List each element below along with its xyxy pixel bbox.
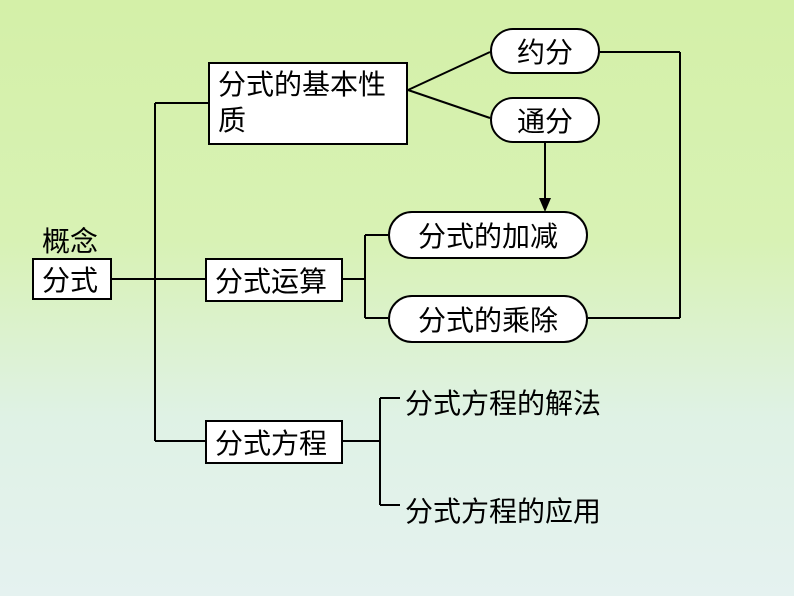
branch-basic-property: 分式的基本性质 <box>208 62 408 145</box>
branch-basic-property-text: 分式的基本性质 <box>218 68 398 141</box>
branch-equation-text: 分式方程 <box>215 422 327 462</box>
root-box-fraction: 分式 <box>32 258 112 300</box>
pill-muldiv: 分式的乘除 <box>388 295 588 343</box>
pill-tongfen: 通分 <box>490 97 600 143</box>
pill-yuefen-text: 约分 <box>517 31 573 71</box>
pill-muldiv-text: 分式的乘除 <box>418 299 558 339</box>
pill-addsub: 分式的加减 <box>388 211 588 259</box>
branch-equation: 分式方程 <box>205 420 343 464</box>
root-concept-label: 概念 <box>42 220 98 260</box>
label-eq-application: 分式方程的应用 <box>405 490 601 530</box>
branch-operation-text: 分式运算 <box>215 260 327 300</box>
pill-addsub-text: 分式的加减 <box>418 215 558 255</box>
branch-operation: 分式运算 <box>205 258 343 302</box>
root-box-text: 分式 <box>42 259 98 299</box>
label-eq-solution: 分式方程的解法 <box>405 382 601 422</box>
pill-tongfen-text: 通分 <box>517 100 573 140</box>
pill-yuefen: 约分 <box>490 28 600 74</box>
